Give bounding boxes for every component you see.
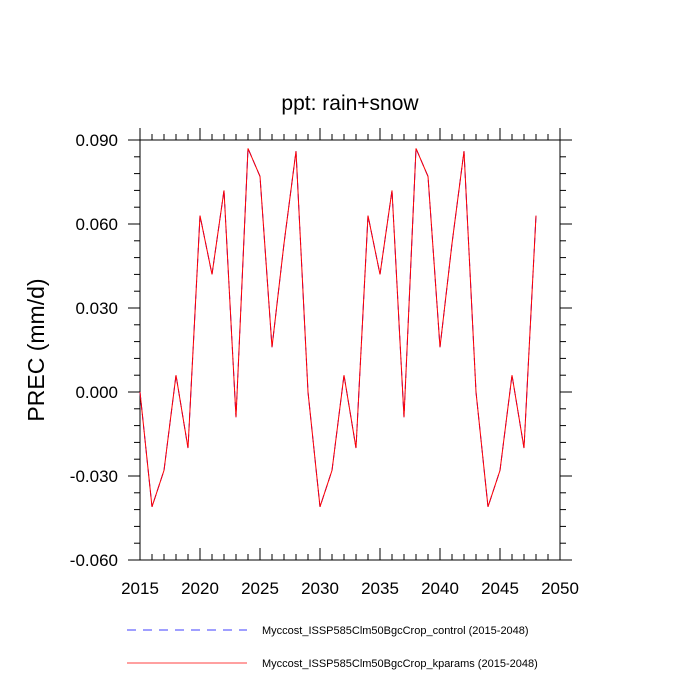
x-tick-label: 2025 [241, 579, 279, 598]
x-tick-label: 2040 [421, 579, 459, 598]
axis-ticks [128, 128, 572, 561]
series-line-1 [139, 148, 537, 507]
legend-label-control: Myccost_ISSP585Clm50BgcCrop_control (201… [262, 625, 529, 637]
plot-frame [139, 139, 561, 561]
legend: Myccost_ISSP585Clm50BgcCrop_control (201… [127, 625, 538, 670]
y-tick-label: 0.060 [75, 215, 118, 234]
x-tick-label: 2020 [181, 579, 219, 598]
x-tick-label: 2045 [481, 579, 519, 598]
chart-title: ppt: rain+snow [281, 92, 419, 115]
y-tick-label: -0.060 [70, 551, 118, 570]
y-tick-label: -0.030 [70, 467, 118, 486]
y-tick-label: 0.000 [75, 383, 118, 402]
x-tick-label: 2015 [121, 579, 159, 598]
x-tick-label: 2035 [361, 579, 399, 598]
series-lines [139, 148, 537, 507]
y-tick-label: 0.090 [75, 131, 118, 150]
y-axis-label: PREC (mm/d) [23, 278, 49, 421]
y-tick-labels: -0.060 -0.030 0.000 0.030 0.060 0.090 [70, 131, 118, 570]
x-tick-labels: 2015 2020 2025 2030 2035 2040 2045 2050 [121, 579, 579, 598]
y-tick-label: 0.030 [75, 299, 118, 318]
x-tick-label: 2030 [301, 579, 339, 598]
x-tick-label: 2050 [541, 579, 579, 598]
legend-label-kparams: Myccost_ISSP585Clm50BgcCrop_kparams (201… [262, 658, 538, 670]
series-line-0 [139, 148, 537, 507]
